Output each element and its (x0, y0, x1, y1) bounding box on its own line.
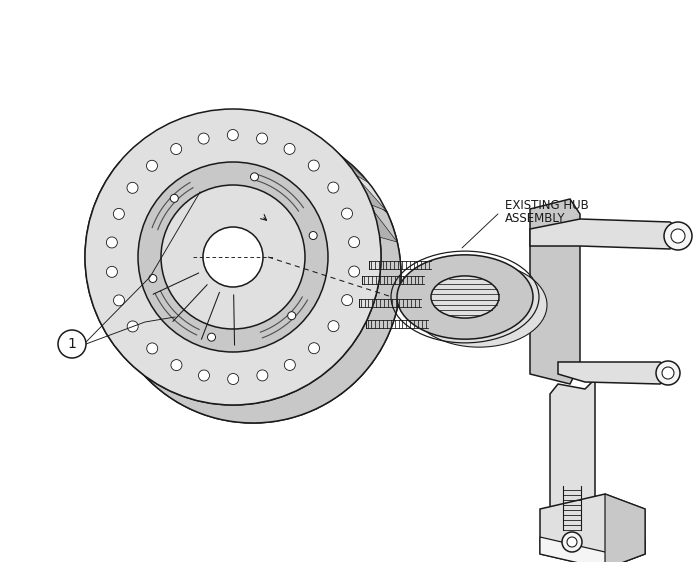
Ellipse shape (284, 360, 295, 370)
Ellipse shape (308, 160, 319, 171)
Ellipse shape (198, 133, 209, 144)
Ellipse shape (256, 133, 267, 144)
Ellipse shape (199, 370, 209, 381)
Ellipse shape (203, 227, 263, 287)
Circle shape (671, 229, 685, 243)
Ellipse shape (85, 109, 381, 405)
Polygon shape (558, 362, 675, 384)
Ellipse shape (431, 276, 499, 318)
Polygon shape (530, 219, 685, 249)
Ellipse shape (207, 333, 216, 341)
Polygon shape (188, 110, 220, 131)
Polygon shape (314, 134, 345, 159)
Ellipse shape (171, 143, 182, 155)
Polygon shape (360, 181, 386, 211)
Ellipse shape (328, 321, 339, 332)
Ellipse shape (328, 182, 339, 193)
Ellipse shape (342, 294, 353, 306)
Ellipse shape (309, 343, 319, 353)
Ellipse shape (113, 295, 125, 306)
Polygon shape (540, 494, 645, 562)
Ellipse shape (106, 237, 118, 248)
Ellipse shape (349, 237, 360, 248)
Polygon shape (220, 110, 253, 127)
Ellipse shape (106, 266, 118, 278)
Ellipse shape (127, 321, 138, 332)
Polygon shape (374, 211, 398, 242)
Ellipse shape (105, 127, 401, 423)
Text: 1: 1 (68, 337, 76, 351)
Ellipse shape (284, 143, 295, 155)
Ellipse shape (138, 162, 328, 352)
Ellipse shape (411, 263, 547, 347)
Ellipse shape (257, 370, 268, 381)
Polygon shape (340, 155, 369, 183)
Ellipse shape (146, 160, 158, 171)
Ellipse shape (147, 343, 158, 354)
Ellipse shape (397, 255, 533, 339)
Ellipse shape (228, 129, 238, 140)
Ellipse shape (171, 360, 182, 370)
Ellipse shape (288, 312, 295, 320)
Polygon shape (157, 119, 189, 142)
Circle shape (656, 361, 680, 385)
Circle shape (664, 222, 692, 250)
Ellipse shape (349, 266, 360, 277)
Polygon shape (550, 379, 595, 539)
Polygon shape (285, 119, 317, 142)
Ellipse shape (149, 274, 157, 283)
Ellipse shape (113, 209, 125, 219)
Text: ASSEMBLY: ASSEMBLY (505, 212, 566, 225)
Polygon shape (131, 134, 161, 159)
Polygon shape (253, 110, 286, 131)
Text: EXISTING HUB: EXISTING HUB (505, 199, 589, 212)
Circle shape (562, 532, 582, 552)
Circle shape (58, 330, 86, 358)
Ellipse shape (161, 185, 305, 329)
Polygon shape (85, 162, 401, 423)
Ellipse shape (309, 232, 317, 239)
Ellipse shape (342, 208, 353, 219)
Ellipse shape (170, 194, 178, 202)
Ellipse shape (127, 182, 138, 193)
Ellipse shape (251, 173, 258, 181)
Polygon shape (540, 537, 645, 562)
Polygon shape (530, 199, 580, 384)
Circle shape (662, 367, 674, 379)
Polygon shape (605, 494, 645, 562)
Ellipse shape (228, 374, 239, 384)
Circle shape (567, 537, 577, 547)
